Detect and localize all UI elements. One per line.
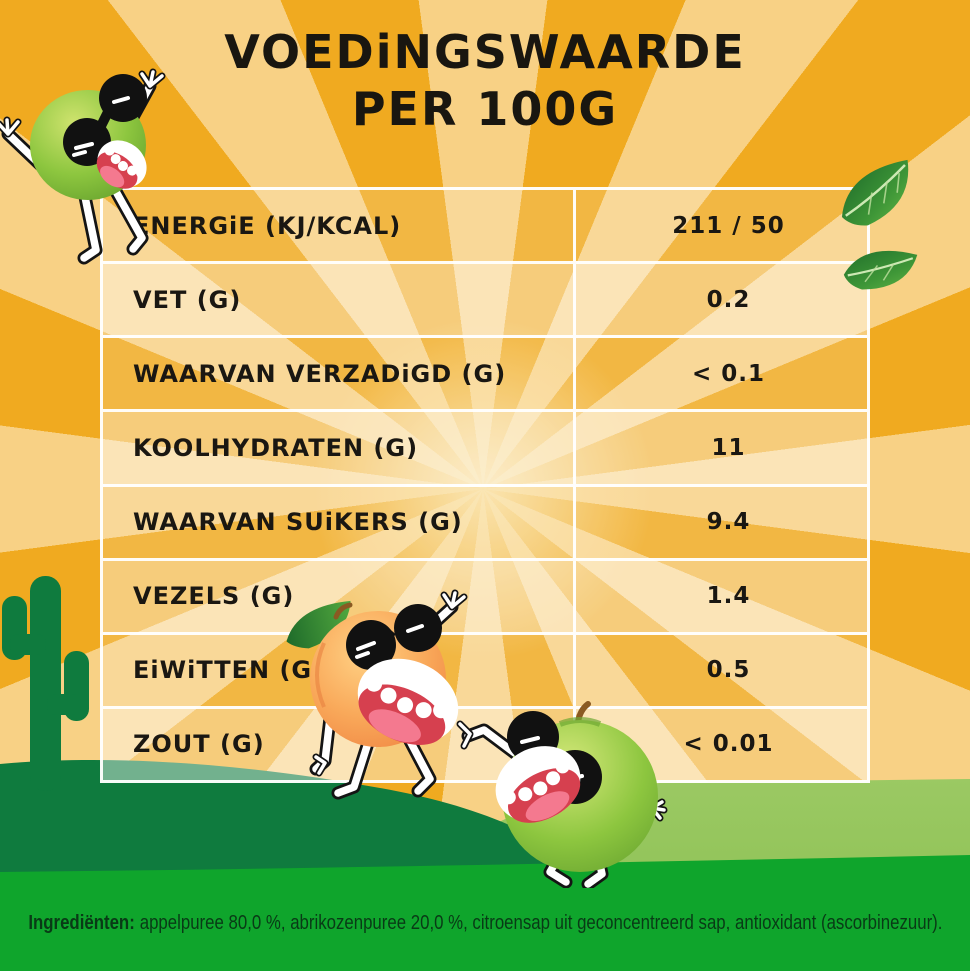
sunglasses-icon — [63, 74, 147, 166]
row-value: 211 / 50 — [672, 212, 785, 239]
row-value: < 0.01 — [683, 731, 774, 758]
row-label: WAARVAN SUiKERS (G) — [103, 486, 576, 558]
title-line-2: PER 100G — [351, 82, 619, 136]
table-row: EiWiTTEN (G) 0.5 — [103, 634, 867, 709]
table-row: ENERGiE (KJ/KCAL) 211 / 50 — [103, 190, 867, 265]
row-value: 1.4 — [706, 583, 751, 610]
row-value: < 0.1 — [691, 360, 766, 387]
open-mouth — [96, 140, 147, 189]
row-label: ENERGiE (KJ/KCAL) — [103, 190, 576, 262]
title-line-1: VOEDiNGSWAARDE — [224, 25, 746, 79]
green-apple-character-icon — [0, 68, 166, 265]
row-value: 0.5 — [706, 657, 751, 684]
ingredients-label: Ingrediënten: — [27, 911, 135, 934]
row-label: VET (G) — [103, 264, 576, 336]
ingredients-footer: Ingrediënten: appelpuree 80,0 %, abrikoze… — [0, 875, 970, 971]
page-title: VOEDiNGSWAARDE PER 100G — [0, 24, 970, 138]
table-row: KOOLHYDRATEN (G) 11 — [103, 412, 867, 487]
table-row: VET (G) 0.2 — [103, 264, 867, 339]
row-value: 0.2 — [706, 286, 751, 313]
ingredients-text: appelpuree 80,0 %, abrikozenpuree 20,0 %… — [139, 911, 943, 934]
row-label: EiWiTTEN (G) — [103, 634, 576, 706]
row-value: 9.4 — [706, 509, 751, 536]
table-row: WAARVAN SUiKERS (G) 9.4 — [103, 486, 867, 561]
ingredients-text-line: Ingrediënten: appelpuree 80,0 %, abrikoze… — [28, 911, 942, 935]
row-label: WAARVAN VERZADiGD (G) — [103, 338, 576, 410]
open-mouth — [357, 658, 459, 745]
apricot-character-icon — [286, 589, 468, 800]
row-label: KOOLHYDRATEN (G) — [103, 412, 576, 484]
row-value: 11 — [711, 434, 746, 461]
table-row: WAARVAN VERZADiGD (G) < 0.1 — [103, 338, 867, 413]
row-label: VEZELS (G) — [103, 560, 576, 632]
green-leaf-icon — [841, 159, 918, 290]
table-row: VEZELS (G) 1.4 — [103, 560, 867, 635]
cactus-icon — [2, 576, 89, 791]
green-apple-character-icon — [456, 701, 668, 888]
sunglasses-icon — [346, 604, 442, 670]
apricot-leaf-icon — [286, 600, 351, 649]
